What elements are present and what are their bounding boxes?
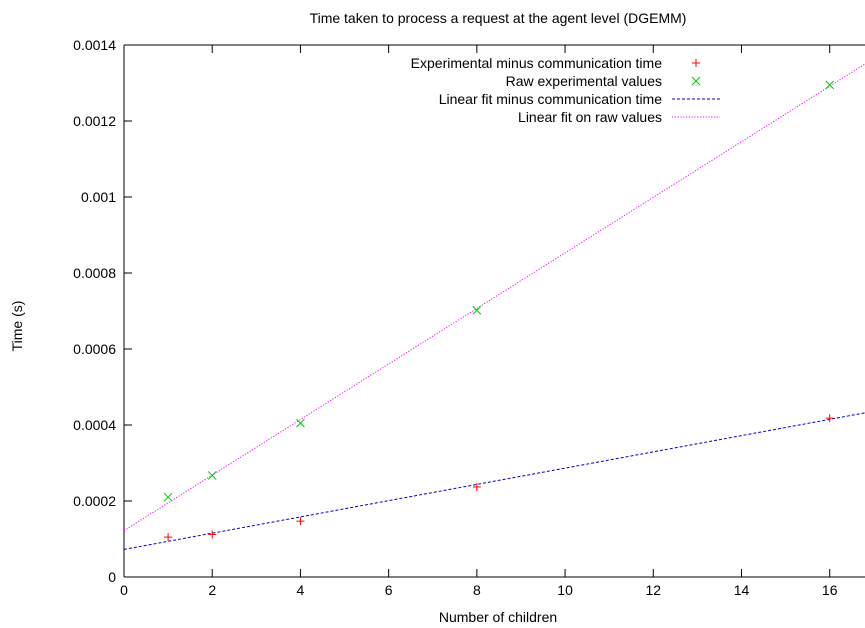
legend-label: Experimental minus communication time [411, 55, 663, 71]
data-point [164, 533, 173, 542]
plot-frame [123, 44, 865, 578]
y-tick-label: 0.0008 [73, 265, 116, 281]
cross-marker-b [207, 471, 217, 480]
x-tick-label: 14 [734, 582, 750, 598]
x-tick-label: 8 [473, 582, 481, 598]
y-axis-label: Time (s) [9, 301, 25, 352]
fit-line [123, 412, 865, 550]
x-tick-label: 0 [120, 582, 128, 598]
cross-marker-b [163, 492, 173, 502]
data-point [825, 80, 835, 90]
y-tick-label: 0.0002 [73, 493, 116, 509]
data-point [296, 418, 305, 428]
y-tick-label: 0 [108, 569, 116, 585]
cross-marker-b [296, 418, 305, 428]
cross-marker-b [472, 305, 482, 315]
x-tick-label: 12 [645, 582, 661, 598]
y-tick-label: 0.0006 [73, 341, 116, 357]
x-tick-label: 6 [385, 582, 393, 598]
legend-label: Raw experimental values [506, 73, 662, 89]
x-tick-label: 16 [822, 582, 838, 598]
fit-line [123, 63, 865, 532]
data-series [123, 63, 865, 550]
legend-label: Linear fit minus communication time [439, 91, 663, 107]
data-point [472, 482, 481, 491]
x-axis-label: Number of children [439, 609, 557, 625]
cross-marker-b [825, 80, 835, 90]
y-tick-label: 0.0004 [73, 417, 116, 433]
data-point [207, 471, 217, 480]
x-tick-label: 4 [297, 582, 305, 598]
chart-title: Time taken to process a request at the a… [310, 10, 687, 26]
y-tick-label: 0.001 [81, 189, 116, 205]
data-point [296, 517, 305, 526]
data-point [825, 414, 834, 423]
x-tick-label: 2 [208, 582, 216, 598]
data-point [208, 530, 217, 539]
legend-marker [691, 76, 701, 86]
legend-label: Linear fit on raw values [518, 109, 662, 125]
y-axis-ticks: 0 0.0002 0.0004 0.0006 0.0008 0.001 0.0012 0.00… [73, 37, 132, 585]
legend: Experimental minus communication time Raw… [411, 55, 720, 125]
y-tick-label: 0.0012 [73, 113, 116, 129]
legend-marker [692, 59, 700, 67]
data-point [163, 492, 173, 502]
x-axis-ticks: 0 2 4 6 8 10 12 14 16 [120, 45, 838, 598]
x-tick-label: 10 [557, 582, 573, 598]
data-point [472, 305, 482, 315]
cross-marker-b [691, 76, 701, 86]
y-tick-label: 0.0014 [73, 37, 116, 53]
